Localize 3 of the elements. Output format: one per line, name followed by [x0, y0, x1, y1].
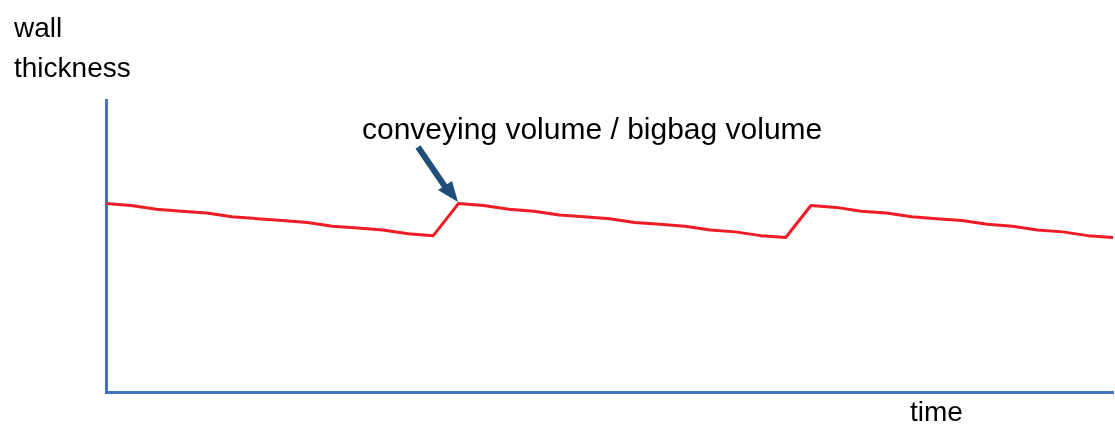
text: conveying volume / bigbag volume [362, 112, 823, 146]
x-axis-title: time [910, 396, 963, 428]
y-axis-title: wall thickness [14, 11, 132, 85]
